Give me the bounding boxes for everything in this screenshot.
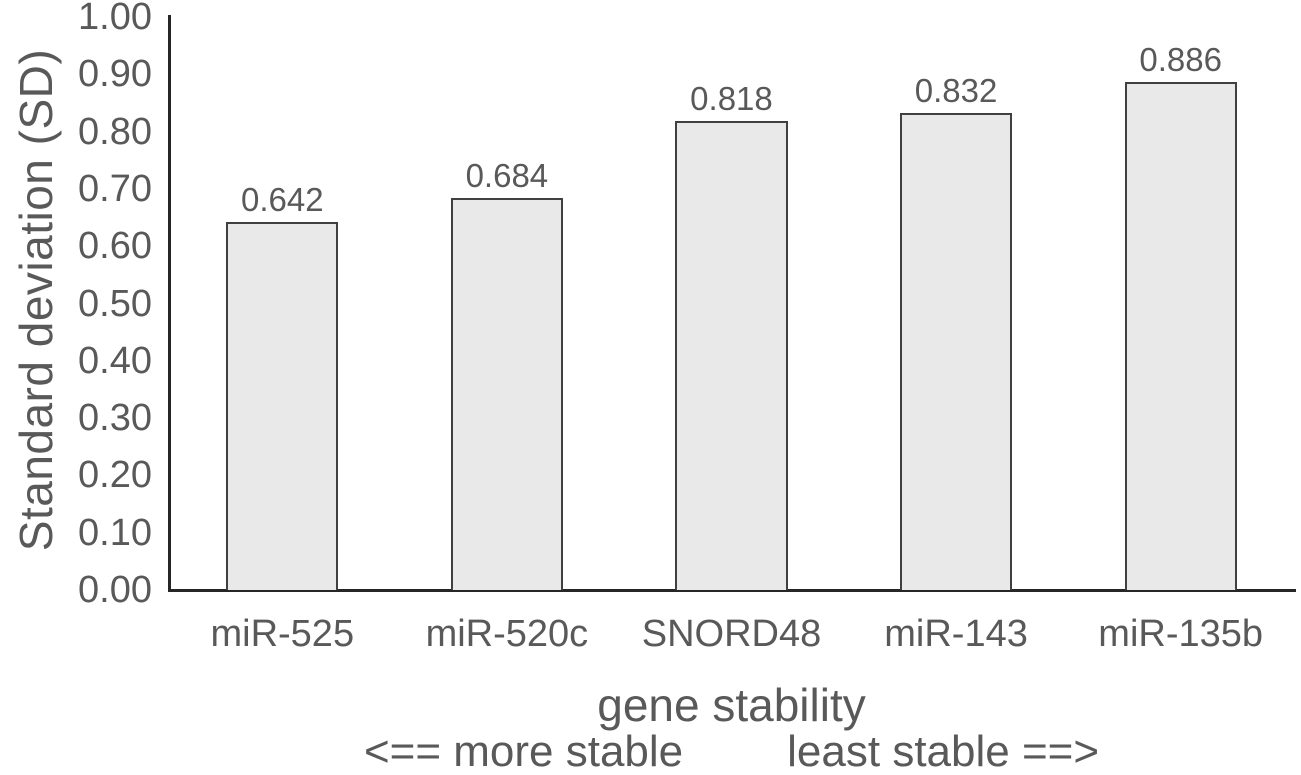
x-axis-stability-note: <== more stable least stable ==> [170,728,1293,775]
x-axis-category-label: miR-143 [884,613,1028,655]
x-axis-category-label: miR-525 [210,613,355,655]
y-axis-tick-label: 0.20 [78,454,152,497]
x-axis-category-label: miR-520c [425,613,589,655]
bar-miR-525: 0.642 [226,182,339,590]
bar-slot: 0.832 [844,17,1069,590]
bar-miR-143: 0.832 [899,73,1013,590]
bar-slot: 0.886 [1068,17,1293,590]
plot-area: 0.642 0.684 0.818 0.832 0.886 [170,17,1293,590]
bar-miR-135b: 0.886 [1124,42,1237,590]
y-axis-tick-label: 0.10 [78,511,152,554]
y-axis-tick-label: 0.40 [78,339,152,382]
y-axis-tick-label: 0.70 [78,167,152,210]
y-axis-tick-label: 0.60 [78,225,152,268]
least-stable-label: least stable ==> [787,727,1100,775]
x-axis-category-label: SNORD48 [641,613,822,655]
x-axis-title: gene stability [597,679,866,731]
y-axis-line [168,15,171,592]
y-axis-tick-labels: 0.00 0.10 0.20 0.30 0.40 0.50 0.60 0.70 0.80 0.90… [0,0,152,775]
y-axis-tick-label: 0.30 [78,397,152,440]
more-stable-label: <== more stable [363,727,684,775]
y-axis-tick-label: 0.90 [78,53,152,96]
bar-slot: 0.818 [619,17,844,590]
y-axis-tick-label: 0.50 [78,282,152,325]
bar-value-label: 0.832 [914,72,998,110]
bar-slot: 0.684 [395,17,620,590]
bar-value-label: 0.886 [1139,41,1222,79]
bar-value-label: 0.684 [465,157,549,195]
bar-slot: 0.642 [170,17,395,590]
bar-SNORD48: 0.818 [675,81,788,590]
y-axis-tick-label: 0.00 [78,569,152,611]
x-axis-category-label: miR-135b [1098,613,1264,655]
bar-miR-520c: 0.684 [450,158,564,590]
x-axis-line [168,589,1296,592]
x-axis-category-labels: miR-525 miR-520c SNORD48 miR-143 miR-135b [170,612,1293,656]
bar-value-label: 0.818 [690,80,773,118]
bar-value-label: 0.642 [240,181,324,219]
y-axis-tick-label: 0.80 [78,110,152,153]
y-axis-tick-label: 1.00 [78,0,152,38]
